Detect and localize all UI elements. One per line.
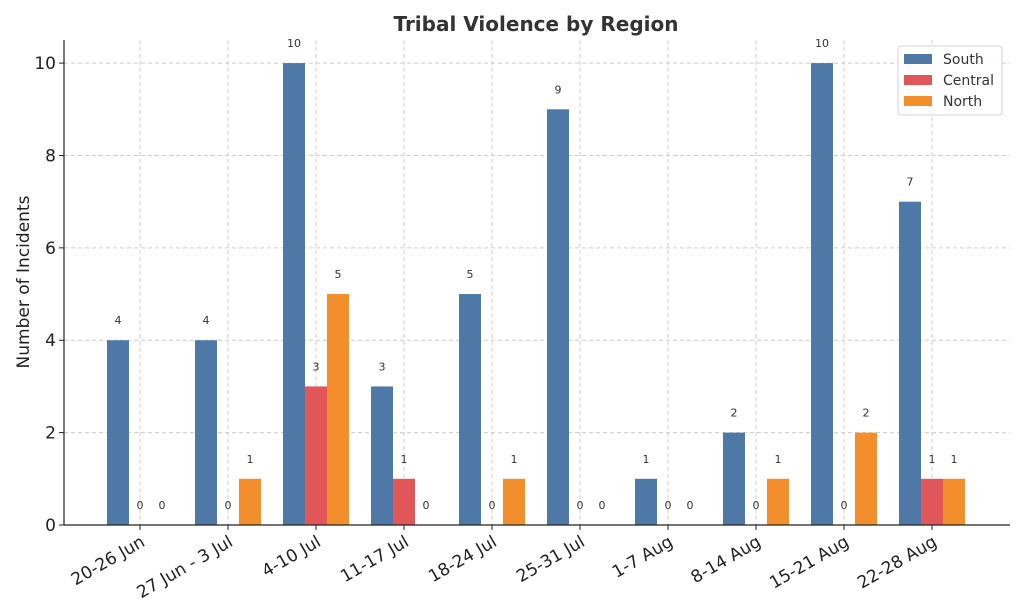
data-label: 1 <box>247 453 254 466</box>
bar-north <box>327 294 349 525</box>
data-label: 2 <box>863 407 870 420</box>
x-tick-label: 8-14 Aug <box>688 532 765 588</box>
y-tick-label: 0 <box>45 516 56 536</box>
y-tick-label: 2 <box>45 424 56 444</box>
x-tick-label: 20-26 Jun <box>68 532 148 590</box>
x-tick-label: 18-24 Jul <box>425 532 500 587</box>
x-tick-label: 22-28 Aug <box>854 532 940 593</box>
bar-north <box>855 432 877 525</box>
data-label: 0 <box>423 499 430 512</box>
data-label: 1 <box>643 453 650 466</box>
bar-south <box>195 340 217 525</box>
bar-south <box>283 63 305 525</box>
data-label: 0 <box>665 499 672 512</box>
bar-south <box>635 478 657 525</box>
data-label: 5 <box>335 268 342 281</box>
x-tick-label: 4-10 Jul <box>259 532 325 582</box>
bar-south <box>459 294 481 525</box>
y-tick-label: 10 <box>34 54 56 74</box>
grid-lines <box>64 40 1010 526</box>
x-tick-label: 25-31 Jul <box>513 532 588 587</box>
y-axis-label: Number of Incidents <box>14 195 34 368</box>
bar-central <box>393 478 415 525</box>
x-tick-label: 27 Jun - 3 Jul <box>134 532 237 603</box>
bar-north <box>943 478 965 525</box>
data-label: 1 <box>929 453 936 466</box>
x-tick-label: 11-17 Jul <box>337 532 412 587</box>
data-label: 4 <box>115 314 122 327</box>
y-tick-label: 6 <box>45 239 56 259</box>
x-tick-label: 1-7 Aug <box>609 532 676 583</box>
legend-swatch-south <box>904 54 932 64</box>
bar-south <box>547 109 569 526</box>
data-label: 0 <box>687 499 694 512</box>
data-label: 0 <box>489 499 496 512</box>
data-label: 2 <box>731 407 738 420</box>
bar-north <box>239 478 261 525</box>
data-label: 0 <box>137 499 144 512</box>
legend-swatch-central <box>904 75 932 85</box>
data-label: 10 <box>815 37 829 50</box>
data-label: 1 <box>401 453 408 466</box>
chart-title: Tribal Violence by Region <box>394 12 679 36</box>
bar-south <box>107 340 129 525</box>
y-tick-label: 8 <box>45 146 56 166</box>
bar-south <box>371 386 393 525</box>
bar-north <box>767 478 789 525</box>
data-label: 3 <box>379 360 386 373</box>
y-tick-label: 4 <box>45 331 56 351</box>
data-label: 1 <box>775 453 782 466</box>
data-label: 0 <box>753 499 760 512</box>
bars <box>107 63 965 526</box>
data-label: 4 <box>203 314 210 327</box>
data-label: 0 <box>225 499 232 512</box>
data-label: 1 <box>511 453 518 466</box>
data-label: 3 <box>313 360 320 373</box>
legend-label-south: South <box>943 52 984 68</box>
data-label: 0 <box>841 499 848 512</box>
data-label: 10 <box>287 37 301 50</box>
data-label: 7 <box>907 176 914 189</box>
bar-south <box>899 201 921 525</box>
legend-label-central: Central <box>943 73 994 89</box>
legend: South Central North <box>897 45 1003 116</box>
x-tick-label: 15-21 Aug <box>766 532 852 593</box>
data-label: 0 <box>159 499 166 512</box>
legend-swatch-north <box>904 96 932 106</box>
data-label: 5 <box>467 268 474 281</box>
bar-south <box>811 63 833 525</box>
legend-label-north: North <box>943 94 982 110</box>
bar-north <box>503 478 525 525</box>
bar-south <box>723 432 745 525</box>
data-label: 1 <box>951 453 958 466</box>
bar-central <box>921 478 943 525</box>
data-label: 0 <box>599 499 606 512</box>
bar-central <box>305 386 327 525</box>
data-label: 0 <box>577 499 584 512</box>
data-label: 9 <box>555 83 562 96</box>
